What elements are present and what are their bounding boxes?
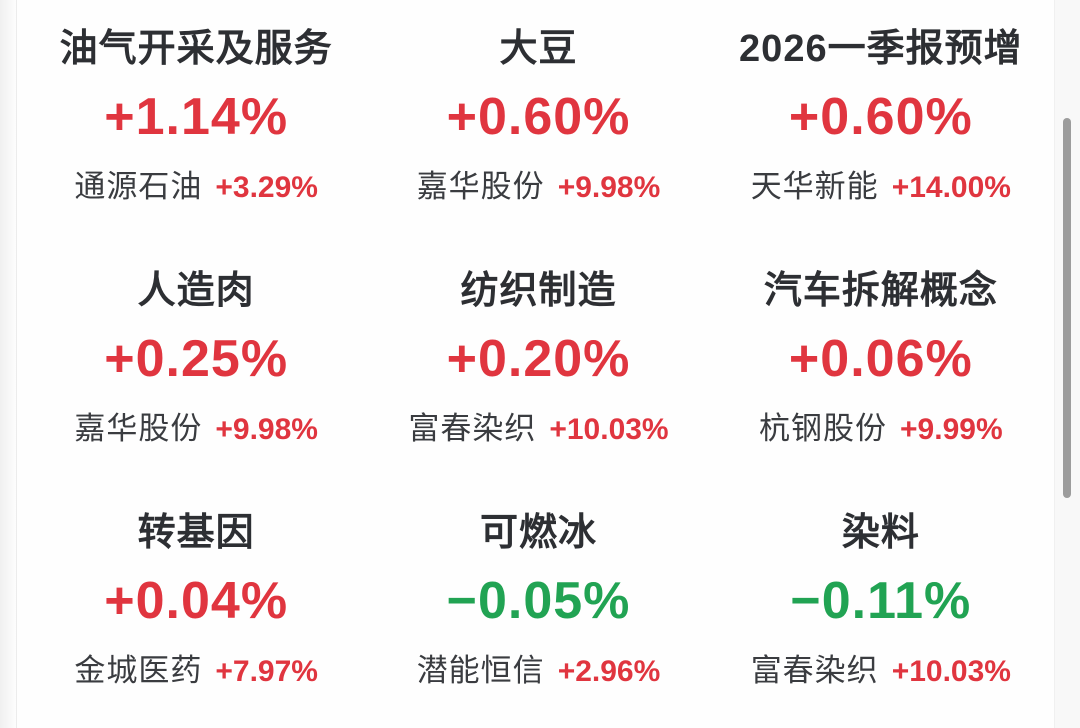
- sector-name: 人造肉: [137, 270, 255, 312]
- sector-card-artificial-meat[interactable]: 人造肉 +0.25% 嘉华股份 +9.98%: [25, 252, 367, 494]
- sector-card-auto-dismantling[interactable]: 汽车拆解概念 +0.06% 杭钢股份 +9.99%: [710, 252, 1052, 494]
- leading-stock-row: 金城医药 +7.97%: [74, 652, 318, 691]
- sector-name: 可燃冰: [479, 512, 597, 554]
- leading-stock-change: +7.97%: [215, 655, 318, 688]
- leading-stock-name: 天华新能: [750, 169, 879, 204]
- leading-stock-change: +10.03%: [549, 413, 669, 446]
- leading-stock-row: 潜能恒信 +2.96%: [417, 652, 661, 691]
- leading-stock-name: 通源石油: [74, 169, 203, 204]
- sector-card-gmo[interactable]: 转基因 +0.04% 金城医药 +7.97%: [25, 494, 367, 728]
- sector-name: 纺织制造: [460, 270, 617, 312]
- leading-stock-name: 嘉华股份: [416, 169, 545, 204]
- sector-name: 大豆: [499, 28, 578, 70]
- sector-change: +0.04%: [104, 572, 289, 630]
- sector-grid: 油气开采及服务 +1.14% 通源石油 +3.29% 大豆 +0.60% 嘉华股…: [25, 10, 1052, 728]
- leading-stock-name: 金城医药: [74, 653, 203, 688]
- leading-stock-name: 潜能恒信: [416, 653, 545, 688]
- leading-stock-row: 天华新能 +14.00%: [751, 168, 1011, 207]
- sector-change: +0.60%: [446, 88, 631, 146]
- sector-name: 转基因: [137, 512, 255, 554]
- sector-card-soybean[interactable]: 大豆 +0.60% 嘉华股份 +9.98%: [367, 10, 709, 252]
- leading-stock-row: 通源石油 +3.29%: [74, 168, 318, 207]
- sector-change: +0.20%: [446, 330, 631, 388]
- sector-name: 汽车拆解概念: [763, 270, 998, 312]
- leading-stock-change: +2.96%: [557, 655, 661, 688]
- sector-name: 染料: [841, 512, 920, 554]
- sector-card-flammable-ice[interactable]: 可燃冰 −0.05% 潜能恒信 +2.96%: [367, 494, 709, 728]
- leading-stock-row: 富春染织 +10.03%: [408, 410, 668, 449]
- scrollbar-thumb[interactable]: [1063, 118, 1071, 498]
- left-edge-shade: [0, 0, 17, 728]
- leading-stock-change: +9.98%: [215, 413, 318, 446]
- sector-change: −0.11%: [790, 572, 972, 630]
- sector-change: +0.06%: [788, 330, 973, 388]
- leading-stock-row: 杭钢股份 +9.99%: [759, 410, 1003, 449]
- leading-stock-change: +9.98%: [557, 171, 661, 204]
- leading-stock-row: 嘉华股份 +9.98%: [417, 168, 661, 207]
- sector-card-2026-q1-forecast[interactable]: 2026一季报预增 +0.60% 天华新能 +14.00%: [710, 10, 1052, 252]
- leading-stock-row: 嘉华股份 +9.98%: [74, 410, 318, 449]
- sector-name: 油气开采及服务: [59, 28, 333, 70]
- sector-change: +0.60%: [788, 88, 973, 146]
- sector-change: +1.14%: [104, 88, 289, 146]
- leading-stock-name: 富春染织: [750, 653, 879, 688]
- sector-card-oil-gas[interactable]: 油气开采及服务 +1.14% 通源石油 +3.29%: [25, 10, 367, 252]
- leading-stock-row: 富春染织 +10.03%: [751, 652, 1011, 691]
- leading-stock-name: 富春染织: [408, 411, 537, 446]
- leading-stock-change: +3.29%: [215, 171, 318, 204]
- sector-card-dye[interactable]: 染料 −0.11% 富春染织 +10.03%: [710, 494, 1052, 728]
- leading-stock-change: +10.03%: [891, 655, 1011, 688]
- sector-name: 2026一季报预增: [739, 28, 1023, 70]
- leading-stock-change: +9.99%: [900, 413, 1003, 446]
- leading-stock-change: +14.00%: [891, 171, 1011, 204]
- sector-change: −0.05%: [446, 572, 631, 630]
- sector-card-textile[interactable]: 纺织制造 +0.20% 富春染织 +10.03%: [367, 252, 709, 494]
- leading-stock-name: 杭钢股份: [759, 411, 888, 446]
- leading-stock-name: 嘉华股份: [74, 411, 203, 446]
- sector-change: +0.25%: [104, 330, 289, 388]
